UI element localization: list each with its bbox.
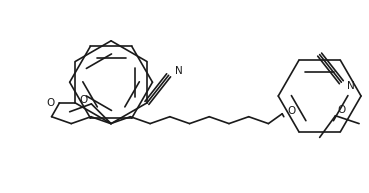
Text: O: O <box>46 98 55 108</box>
Text: O: O <box>287 106 295 116</box>
Text: O: O <box>79 95 87 105</box>
Text: O: O <box>337 105 346 115</box>
Text: N: N <box>347 81 355 91</box>
Text: N: N <box>175 66 182 76</box>
